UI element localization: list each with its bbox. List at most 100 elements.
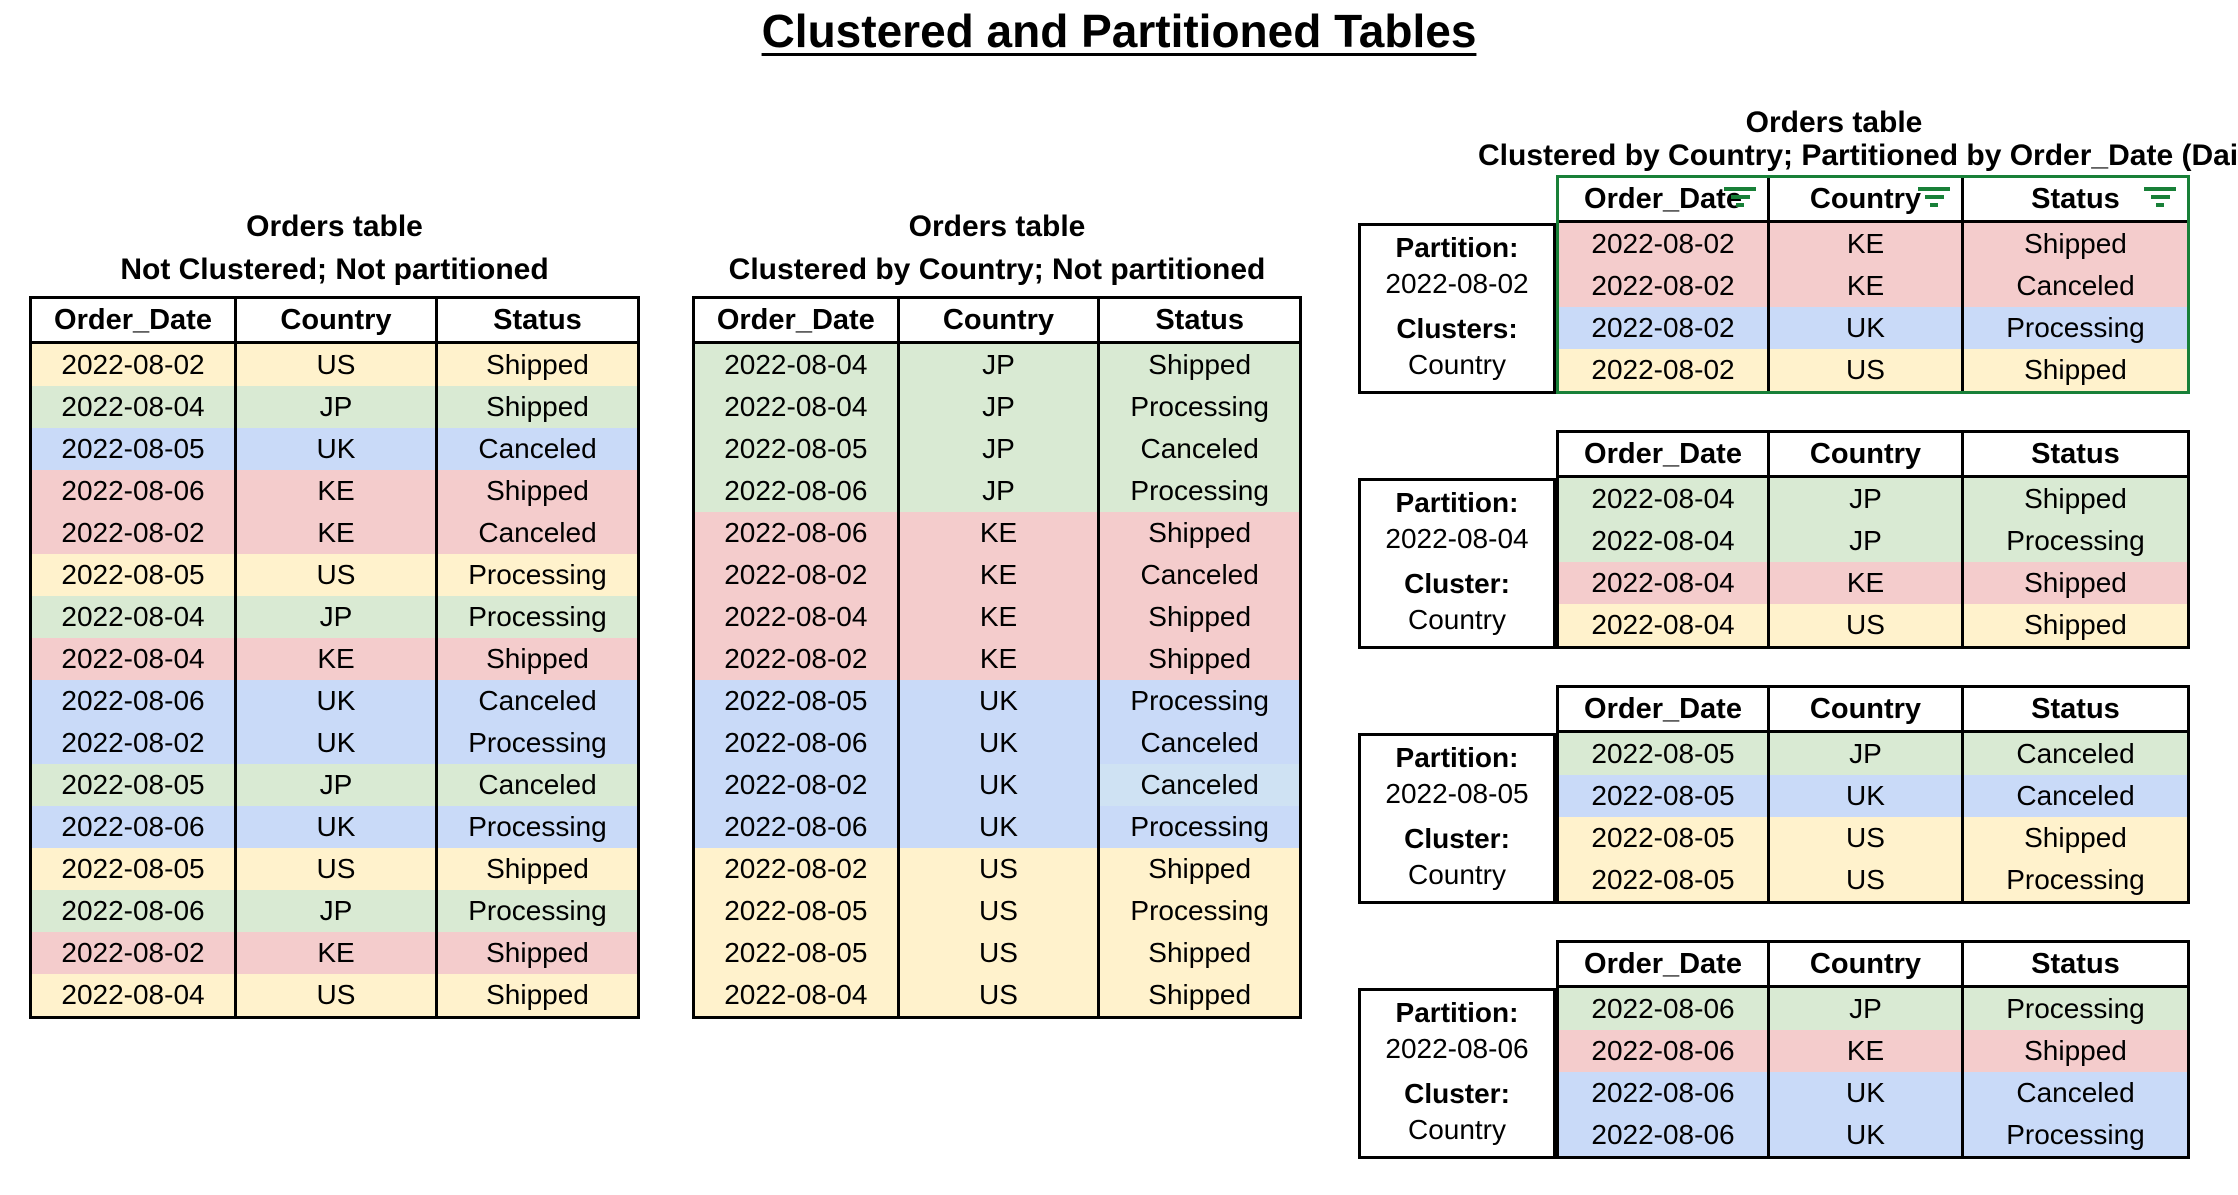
cell-order-date: 2022-08-02 [32,512,234,554]
table-row: 2022-08-04 US Shipped [32,974,637,1016]
cell-order-date: 2022-08-04 [695,596,897,638]
cell-country: KE [896,512,1098,554]
cell-status: Processing [1961,859,2187,901]
cell-order-date: 2022-08-04 [32,638,234,680]
cell-status: Shipped [435,974,637,1016]
cell-order-date: 2022-08-04 [32,596,234,638]
table-header-row: Order_Date Country Status [1559,178,2187,223]
table-row: 2022-08-06 UK Processing [32,806,637,848]
table-row: 2022-08-05 US Shipped [1559,817,2187,859]
column-header-status: Status [1961,178,2187,220]
cell-country: UK [234,722,435,764]
cell-order-date: 2022-08-04 [695,344,897,386]
table-row: 2022-08-04 JP Shipped [32,386,637,428]
table-row: 2022-08-02 KE Shipped [1559,223,2187,265]
cell-status: Shipped [1097,848,1299,890]
cell-status: Shipped [1961,349,2187,391]
partition-label-column: Partition: 2022-08-04 Cluster: Country [1358,430,1556,649]
cell-country: JP [234,764,435,806]
cell-order-date: 2022-08-06 [32,890,234,932]
cell-order-date: 2022-08-06 [1559,988,1767,1030]
table-row: 2022-08-04 JP Processing [695,386,1299,428]
filter-icon[interactable] [1916,187,1952,211]
cell-country: JP [234,596,435,638]
cell-order-date: 2022-08-02 [32,722,234,764]
table-row: 2022-08-04 US Shipped [1559,604,2187,646]
column-header-order-date: Order_Date [1559,178,1767,220]
cluster-value: Country [1407,349,1507,380]
cell-status: Processing [435,806,637,848]
column-header-order-date: Order_Date [716,303,875,336]
cell-order-date: 2022-08-05 [1559,733,1767,775]
table-row: 2022-08-06 JP Processing [32,890,637,932]
cell-country: US [1767,817,1961,859]
column-header-order-date: Order_Date [1584,692,1742,725]
table-header-row: Order_Date Country Status [1559,688,2187,733]
cell-country: JP [1767,733,1961,775]
cell-country: JP [1767,520,1961,562]
cell-order-date: 2022-08-06 [695,470,897,512]
table-row: 2022-08-05 UK Processing [695,680,1299,722]
cell-order-date: 2022-08-04 [32,386,234,428]
cell-country: UK [896,806,1098,848]
partition-label: Partition: [1395,997,1519,1028]
cluster-label: Cluster: [1404,1078,1510,1109]
partition-value: 2022-08-02 [1385,268,1529,299]
column-header-status: Status [1097,299,1299,341]
cell-country: US [234,974,435,1016]
cell-status: Shipped [435,932,637,974]
left-table-title: Orders table [246,210,423,243]
cell-status: Canceled [1097,764,1299,806]
cell-status: Shipped [1097,974,1299,1016]
table-row: 2022-08-04 KE Shipped [1559,562,2187,604]
cell-order-date: 2022-08-02 [1559,349,1767,391]
table-row: 2022-08-02 KE Canceled [695,554,1299,596]
filter-icon[interactable] [1722,187,1758,211]
cell-order-date: 2022-08-02 [32,932,234,974]
cell-country: UK [1767,307,1961,349]
table-row: 2022-08-05 UK Canceled [1559,775,2187,817]
column-header-country: Country [896,299,1098,341]
cell-order-date: 2022-08-02 [695,848,897,890]
cell-country: US [234,344,435,386]
cell-order-date: 2022-08-02 [695,638,897,680]
partitioned-section: Orders table Clustered by Country; Parti… [1358,96,2238,1195]
cell-country: KE [1767,1030,1961,1072]
cell-country: US [1767,349,1961,391]
cell-status: Shipped [1097,512,1299,554]
partition-group-2022-08-06: Partition: 2022-08-06 Cluster: Country Order… [1358,940,2190,1159]
cluster-label-group: Cluster: Country [1361,566,1553,638]
cell-status: Shipped [1961,817,2187,859]
left-table-subtitle: Not Clustered; Not partitioned [120,253,549,286]
cluster-label-group: Cluster: Country [1361,1076,1553,1148]
cell-order-date: 2022-08-06 [695,722,897,764]
cell-status: Processing [1097,470,1299,512]
cell-order-date: 2022-08-06 [32,806,234,848]
cell-status: Processing [435,890,637,932]
table-row: 2022-08-06 UK Canceled [1559,1072,2187,1114]
cell-country: KE [234,512,435,554]
main-title: Clustered and Partitioned Tables [761,5,1477,57]
table-row: 2022-08-04 KE Shipped [32,638,637,680]
cell-order-date: 2022-08-05 [695,890,897,932]
cell-order-date: 2022-08-02 [1559,307,1767,349]
cell-country: UK [234,428,435,470]
cell-status: Shipped [1097,344,1299,386]
cluster-label: Cluster: [1404,568,1510,599]
cell-country: KE [896,554,1098,596]
cell-country: KE [234,638,435,680]
partition-label-column: Partition: 2022-08-05 Cluster: Country [1358,685,1556,904]
table-row: 2022-08-05 US Processing [1559,859,2187,901]
cell-status: Canceled [435,512,637,554]
partition-label-box: Partition: 2022-08-02 Clusters: Country [1358,223,1556,394]
filter-icon[interactable] [2142,187,2178,211]
table-row: 2022-08-06 KE Shipped [695,512,1299,554]
partition-tables: Partition: 2022-08-02 Clusters: Country Orde… [1358,175,2190,1159]
table-row: 2022-08-02 US Shipped [695,848,1299,890]
partition-group-2022-08-04: Partition: 2022-08-04 Cluster: Country Order… [1358,430,2190,649]
cell-order-date: 2022-08-05 [32,554,234,596]
cell-country: UK [896,722,1098,764]
cell-country: KE [1767,562,1961,604]
cell-order-date: 2022-08-02 [1559,223,1767,265]
table-row: 2022-08-05 US Processing [695,890,1299,932]
